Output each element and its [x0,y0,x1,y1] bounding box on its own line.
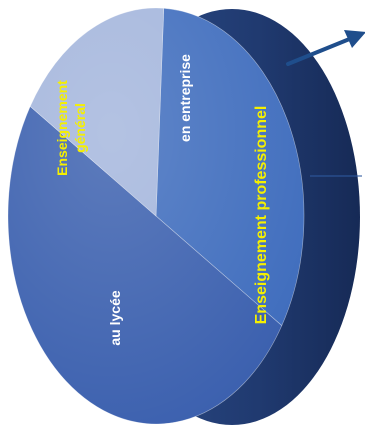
slice-label-entreprise: en entreprise [177,54,193,142]
group-label-professionnel: Enseignement professionnel [253,106,270,325]
slice-label-general-line1: Enseignement [54,80,70,176]
arrow-icon [286,30,365,66]
slice-label-lycee: au lycée [107,290,123,345]
slice-label-general-line2: général [72,103,88,153]
slice-label-general: Enseignement général [54,80,88,176]
